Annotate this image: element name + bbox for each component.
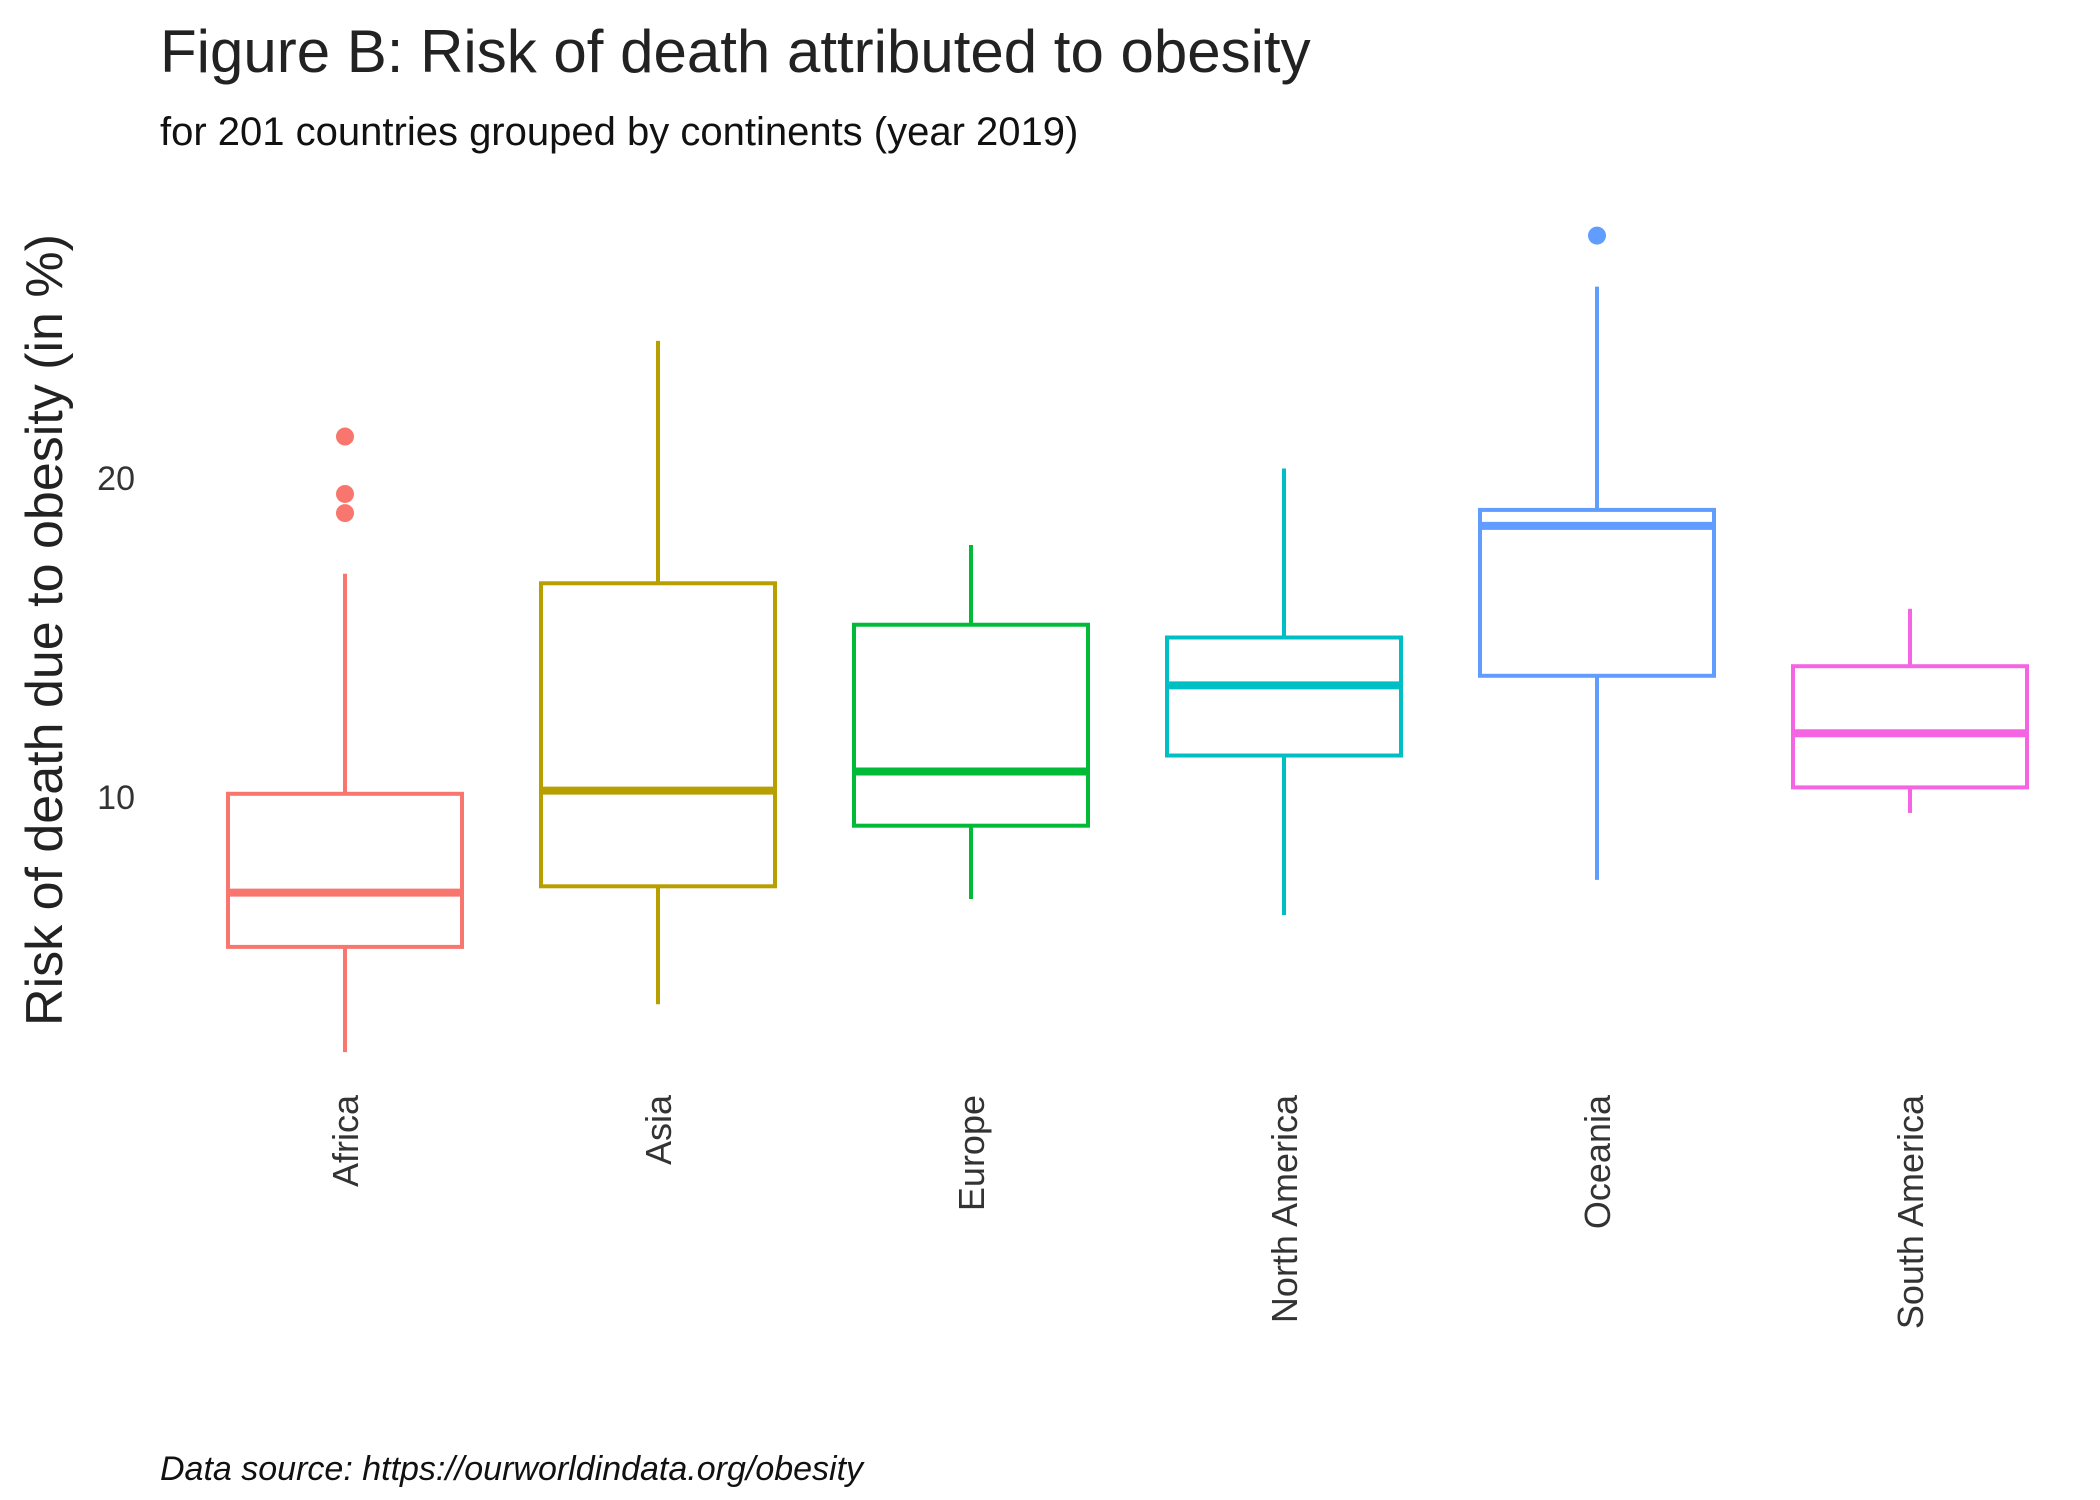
outlier-point xyxy=(336,504,354,523)
y-tick-label: 20 xyxy=(97,460,135,498)
interquartile-box xyxy=(852,622,1090,828)
box-south-america xyxy=(1791,608,2029,813)
x-tick-label: North America xyxy=(1264,1094,1305,1323)
box-africa xyxy=(226,427,464,1053)
x-tick-label: Europe xyxy=(951,1095,992,1211)
interquartile-box xyxy=(1165,635,1403,758)
outlier-point xyxy=(336,484,354,503)
interquartile-box xyxy=(1478,507,1716,678)
chart-subtitle: for 201 countries grouped by continents … xyxy=(160,110,1078,154)
x-tick-label: Africa xyxy=(325,1094,366,1187)
plot-area: 10 20 Africa Asia Europe North America Oceania… xyxy=(97,226,2029,1329)
interquartile-box xyxy=(226,791,464,949)
x-tick-label: Asia xyxy=(638,1094,679,1165)
y-tick-label: 10 xyxy=(97,779,135,817)
box-oceania xyxy=(1478,226,1716,880)
box-north-america xyxy=(1165,468,1403,915)
interquartile-box xyxy=(539,581,777,889)
y-axis-label: Risk of death due to obesity (in %) xyxy=(16,234,74,1026)
chart-title: Figure B: Risk of death attributed to ob… xyxy=(160,18,1311,85)
x-tick-label: South America xyxy=(1890,1094,1931,1329)
outlier-point xyxy=(336,427,354,446)
interquartile-box xyxy=(1791,664,2029,790)
box-asia xyxy=(539,340,777,1005)
outlier-point xyxy=(1588,226,1606,245)
box-europe xyxy=(852,545,1090,900)
x-tick-label: Oceania xyxy=(1577,1094,1618,1229)
chart-caption: Data source: https://ourworldindata.org/… xyxy=(160,1450,865,1488)
